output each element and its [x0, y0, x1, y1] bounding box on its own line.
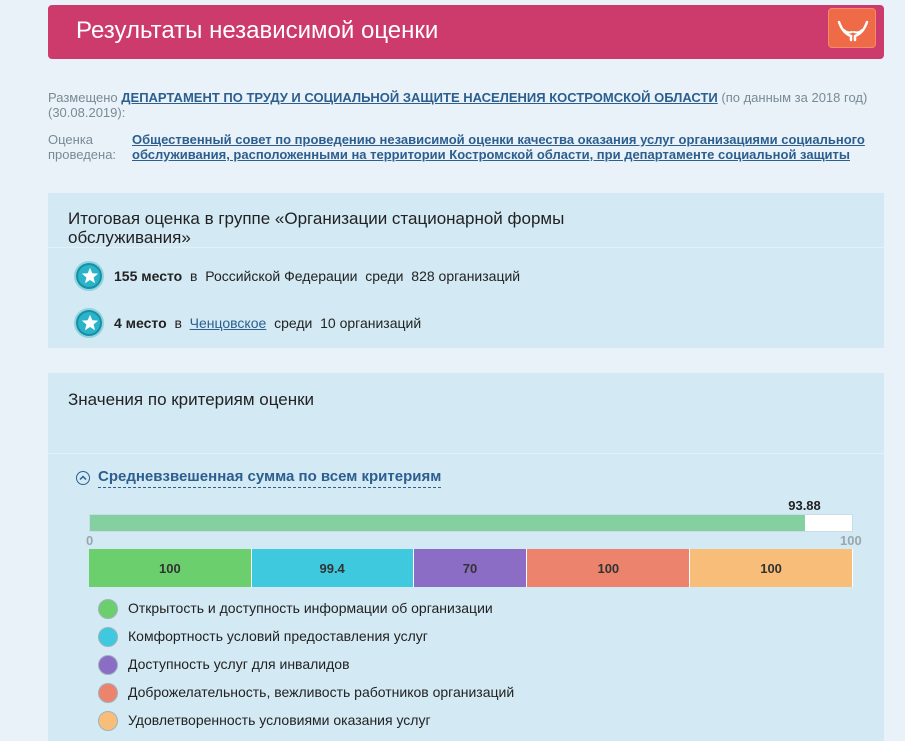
- legend-label: Открытость и доступность информации об о…: [128, 600, 493, 616]
- rank-among: среди: [274, 315, 313, 331]
- rank-in: в: [190, 268, 198, 284]
- chevron-up-icon[interactable]: [76, 471, 90, 485]
- rank-among: среди: [365, 268, 404, 284]
- rank-count: 10 организаций: [320, 315, 422, 331]
- scale-max-label: 100: [840, 533, 862, 548]
- criteria-segment: 100: [527, 549, 691, 587]
- legend-label: Удовлетворенность условиями оказания усл…: [128, 712, 431, 728]
- rank-place: 155 место: [114, 268, 183, 284]
- criteria-segment: 99.4: [251, 549, 414, 587]
- legend-color-swatch: [98, 627, 118, 647]
- summary-panel: Итоговая оценка в группе «Организации ст…: [48, 193, 884, 348]
- total-score-fill: [90, 515, 806, 531]
- rank-in: в: [174, 315, 182, 331]
- criteria-segment: 100: [690, 549, 853, 587]
- legend-color-swatch: [98, 711, 118, 731]
- legend-label: Доступность услуг для инвалидов: [128, 656, 350, 672]
- scale-min-label: 0: [86, 533, 94, 548]
- criteria-title: Значения по критериям оценки: [68, 390, 315, 409]
- divider: [48, 247, 884, 248]
- criteria-segments: 100 99.4 70 100 100: [89, 549, 853, 587]
- star-medal-icon: [74, 261, 104, 291]
- page-header-banner: Результаты независимой оценки: [48, 5, 884, 59]
- divider: [48, 453, 884, 454]
- rank-region: Российской Федерации: [205, 268, 358, 284]
- evaluated-label: Оценка проведена:: [48, 132, 117, 162]
- total-score-label: 93.88: [788, 498, 821, 513]
- legend-label: Комфортность условий предоставления услу…: [128, 628, 428, 644]
- criteria-segment: 70: [413, 549, 528, 587]
- summary-title: Итоговая оценка в группе «Организации ст…: [68, 209, 565, 247]
- rank-place: 4 место: [114, 315, 167, 331]
- legend-color-swatch: [98, 655, 118, 675]
- placed-by-info: Размещено ДЕПАРТАМЕНТ ПО ТРУДУ И СОЦИАЛЬ…: [48, 90, 905, 120]
- placed-note: (по данным за 2018 год): [721, 90, 868, 105]
- legend-color-swatch: [98, 599, 118, 619]
- rank-region-link[interactable]: Ченцовское: [189, 315, 267, 331]
- evaluated-org-link[interactable]: Общественный совет по проведению независ…: [132, 132, 865, 162]
- hands-icon[interactable]: [828, 8, 876, 48]
- total-score-bar: [89, 514, 853, 532]
- star-medal-icon: [74, 308, 104, 338]
- criteria-segment: 100: [89, 549, 252, 587]
- rank-count: 828 организаций: [411, 268, 521, 284]
- accordion-label[interactable]: Средневзвешенная сумма по всем критериям: [98, 468, 442, 488]
- page-title: Результаты независимой оценки: [76, 17, 439, 44]
- placed-label: Размещено: [48, 90, 118, 105]
- placed-date: (30.08.2019):: [48, 105, 126, 120]
- legend-color-swatch: [98, 683, 118, 703]
- placed-org-link[interactable]: ДЕПАРТАМЕНТ ПО ТРУДУ И СОЦИАЛЬНОЙ ЗАЩИТЕ…: [121, 90, 718, 105]
- criteria-panel: Значения по критериям оценки Средневзвеш…: [48, 373, 884, 741]
- legend-label: Доброжелательность, вежливость работнико…: [128, 684, 515, 700]
